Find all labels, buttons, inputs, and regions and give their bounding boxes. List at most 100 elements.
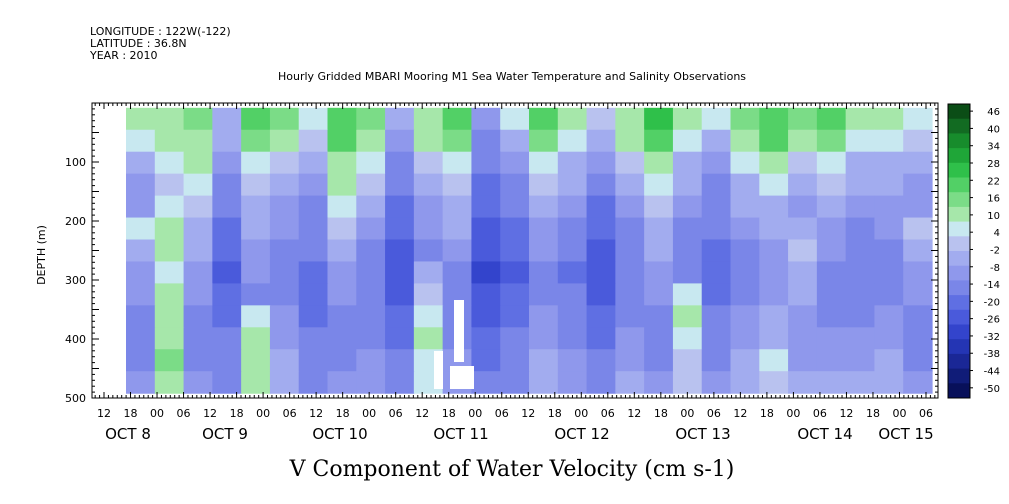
- y-tick-label: 100: [65, 156, 86, 169]
- heatmap-cell: [385, 327, 415, 350]
- heatmap-cell: [644, 129, 674, 153]
- heatmap-cell: [644, 261, 674, 284]
- heatmap-cell: [759, 283, 789, 306]
- heatmap-cell: [327, 129, 357, 153]
- x-day-label: OCT 8: [105, 425, 151, 443]
- colorbar-swatch: [948, 265, 970, 281]
- x-tick-label: 06: [283, 407, 297, 420]
- heatmap-cell: [586, 349, 616, 372]
- y-axis-label: DEPTH (m): [35, 225, 48, 285]
- heatmap-cell: [327, 151, 357, 175]
- heatmap-cell: [126, 173, 156, 197]
- x-tick-label: 06: [177, 407, 191, 420]
- colorbar-tick-label: 10: [987, 211, 1000, 222]
- heatmap-cell: [816, 129, 847, 153]
- colorbar-swatch: [948, 309, 970, 325]
- heatmap-cell: [327, 107, 357, 131]
- heatmap-cell: [903, 173, 933, 197]
- heatmap-cell: [557, 173, 588, 197]
- longitude-label: LONGITUDE : 122W(-122): [90, 25, 231, 38]
- heatmap-cell: [672, 239, 703, 263]
- x-tick-label: 18: [230, 407, 244, 420]
- x-day-label: OCT 14: [797, 425, 852, 443]
- heatmap-cell: [471, 283, 501, 306]
- heatmap-cell: [586, 305, 616, 328]
- heatmap-cell: [701, 283, 732, 306]
- x-day-label: OCT 15: [878, 425, 933, 443]
- heatmap-cell: [788, 371, 818, 394]
- heatmap-cell: [644, 305, 674, 328]
- heatmap-cell: [298, 327, 329, 350]
- heatmap-cell: [356, 129, 386, 153]
- heatmap-cell: [644, 327, 674, 350]
- heatmap-cell: [212, 239, 242, 263]
- heatmap-cell: [788, 261, 818, 284]
- heatmap-cell: [442, 283, 473, 306]
- heatmap-cell: [845, 239, 876, 263]
- heatmap-cell: [269, 349, 300, 372]
- heatmap-cell: [874, 327, 904, 350]
- heatmap-cell: [759, 129, 789, 153]
- colorbar-tick-label: 16: [987, 194, 1000, 205]
- heatmap-cell: [586, 239, 616, 263]
- data-gap: [434, 351, 443, 389]
- heatmap-cell: [356, 371, 386, 394]
- heatmap-cell: [126, 327, 156, 350]
- x-tick-label: 18: [654, 407, 668, 420]
- colorbar-swatch: [948, 339, 970, 355]
- heatmap-cell: [672, 349, 703, 372]
- heatmap-cell: [154, 371, 185, 394]
- heatmap-cell: [126, 305, 156, 328]
- heatmap-cell: [126, 195, 156, 219]
- heatmap-cell: [471, 349, 501, 372]
- heatmap-cell: [298, 239, 329, 263]
- heatmap-cell: [356, 327, 386, 350]
- heatmap-cell: [759, 173, 789, 197]
- heatmap-cell: [903, 239, 933, 263]
- x-tick-label: 12: [97, 407, 111, 420]
- data-gap: [454, 300, 464, 362]
- heatmap-cell: [241, 349, 271, 372]
- heatmap-cell: [413, 129, 444, 153]
- heatmap-cell: [327, 261, 357, 284]
- heatmap-cell: [241, 151, 271, 175]
- heatmap-cell: [845, 173, 876, 197]
- heatmap-cell: [816, 239, 847, 263]
- heatmap-cell: [557, 151, 588, 175]
- heatmap-cell: [586, 129, 616, 153]
- heatmap-cell: [788, 327, 818, 350]
- heatmap-cell: [126, 151, 156, 175]
- colorbar-swatch: [948, 104, 970, 120]
- heatmap-cell: [500, 173, 530, 197]
- heatmap-cell: [845, 129, 876, 153]
- heatmap-cell: [413, 173, 444, 197]
- heatmap-cell: [730, 283, 760, 306]
- heatmap-cell: [644, 217, 674, 241]
- heatmap-cell: [183, 195, 213, 219]
- chart-subtitle: Hourly Gridded MBARI Mooring M1 Sea Wate…: [278, 70, 746, 83]
- heatmap-cell: [903, 217, 933, 241]
- heatmap-cell: [874, 305, 904, 328]
- heatmap-cell: [615, 151, 645, 175]
- colorbar-swatch: [948, 324, 970, 340]
- year-label: YEAR : 2010: [89, 49, 158, 62]
- heatmap-cell: [759, 371, 789, 394]
- heatmap-cell: [586, 327, 616, 350]
- heatmap-cell: [529, 217, 559, 241]
- heatmap-cell: [356, 261, 386, 284]
- heatmap-cell: [327, 217, 357, 241]
- heatmap-cell: [788, 173, 818, 197]
- heatmap-cell: [126, 107, 156, 131]
- heatmap-cell: [730, 151, 760, 175]
- heatmap-cell: [903, 195, 933, 219]
- heatmap-cell: [442, 239, 473, 263]
- heatmap-cell: [442, 195, 473, 219]
- heatmap-cell: [845, 305, 876, 328]
- heatmap-cell: [298, 151, 329, 175]
- heatmap-cell: [298, 283, 329, 306]
- heatmap-cell: [816, 195, 847, 219]
- heatmap-cell: [413, 261, 444, 284]
- x-day-label: OCT 13: [675, 425, 730, 443]
- colorbar-swatch: [948, 206, 970, 223]
- heatmap-cell: [759, 217, 789, 241]
